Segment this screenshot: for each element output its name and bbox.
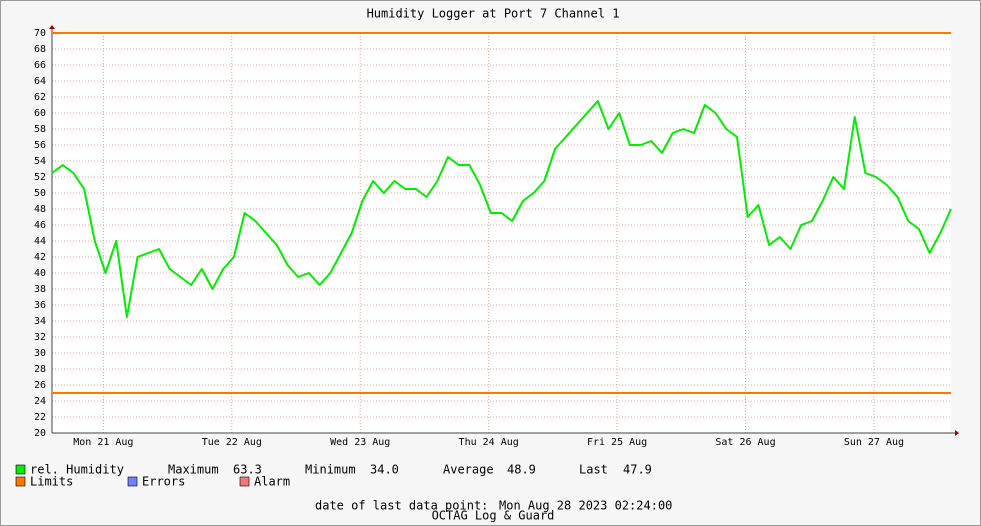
stat-label: Average <box>443 463 494 477</box>
x-tick-label: Fri 25 Aug <box>587 437 647 448</box>
x-tick-label: Sun 27 Aug <box>844 437 904 448</box>
y-tick-label: 64 <box>34 76 46 87</box>
y-tick-label: 30 <box>34 348 46 359</box>
plot-area <box>52 33 951 433</box>
watermark: OCTAG Log & Guard <box>432 509 555 523</box>
y-tick-label: 46 <box>34 220 46 231</box>
y-tick-label: 48 <box>34 204 46 215</box>
legend-swatch <box>15 476 26 487</box>
y-tick-label: 28 <box>34 364 46 375</box>
y-tick-label: 40 <box>34 268 46 279</box>
x-tick-label: Mon 21 Aug <box>73 437 133 448</box>
y-tick-label: 20 <box>34 428 46 439</box>
legend-swatch <box>15 464 26 475</box>
y-tick-label: 60 <box>34 108 46 119</box>
x-tick-label: Tue 22 Aug <box>202 437 262 448</box>
legend-swatch <box>239 476 250 487</box>
stat-value: 48.9 <box>507 463 536 477</box>
x-tick-label: Wed 23 Aug <box>330 437 390 448</box>
footer-date: Mon Aug 28 2023 02:24:00 <box>499 499 672 513</box>
stat-value: 63.3 <box>233 463 262 477</box>
y-tick-label: 68 <box>34 44 46 55</box>
y-tick-label: 36 <box>34 300 46 311</box>
footer-label: date of last data point: <box>315 499 488 513</box>
legend-label: Errors <box>142 475 185 489</box>
x-tick-label: Sat 26 Aug <box>715 437 775 448</box>
y-tick-label: 32 <box>34 332 46 343</box>
y-tick-label: 52 <box>34 172 46 183</box>
stat-label: Minimum <box>305 463 356 477</box>
y-tick-label: 58 <box>34 124 46 135</box>
y-tick-label: 24 <box>34 396 46 407</box>
y-axis-arrow <box>49 25 55 29</box>
chart-title: Humidity Logger at Port 7 Channel 1 <box>367 7 620 21</box>
legend-label: Alarm <box>254 475 290 489</box>
y-tick-label: 44 <box>34 236 46 247</box>
legend-label: rel. Humidity <box>30 463 124 477</box>
y-tick-label: 26 <box>34 380 46 391</box>
y-tick-label: 34 <box>34 316 46 327</box>
x-tick-label: Thu 24 Aug <box>459 437 519 448</box>
legend-label: Limits <box>30 475 73 489</box>
y-tick-label: 66 <box>34 60 46 71</box>
y-tick-label: 62 <box>34 92 46 103</box>
y-tick-label: 50 <box>34 188 46 199</box>
data-line <box>51 100 952 318</box>
y-tick-label: 54 <box>34 156 46 167</box>
stat-label: Last <box>579 463 608 477</box>
legend-swatch <box>127 476 138 487</box>
y-tick-label: 70 <box>34 28 46 39</box>
stat-label: Maximum <box>168 463 219 477</box>
y-tick-label: 56 <box>34 140 46 151</box>
x-axis-arrow <box>955 430 959 436</box>
y-tick-label: 38 <box>34 284 46 295</box>
stat-value: 34.0 <box>370 463 399 477</box>
y-tick-label: 22 <box>34 412 46 423</box>
y-tick-label: 42 <box>34 252 46 263</box>
stat-value: 47.9 <box>623 463 652 477</box>
